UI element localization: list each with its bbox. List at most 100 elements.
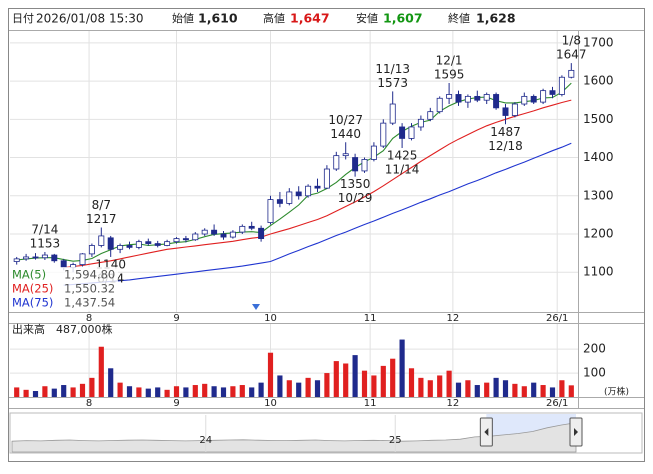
volume-bar xyxy=(399,339,405,397)
volume-bar xyxy=(98,346,104,397)
candle-body xyxy=(323,168,330,189)
candle-body xyxy=(408,126,415,139)
annotation: 11/14 xyxy=(385,162,420,176)
volume-bar xyxy=(211,386,217,397)
x-tick-label: 10 xyxy=(264,313,277,324)
legend-name: MA(75) xyxy=(12,296,53,310)
candle-body xyxy=(342,153,349,157)
candle-body xyxy=(51,254,58,262)
x-tick-label: 12 xyxy=(446,398,459,409)
candle-body xyxy=(13,258,20,262)
annotation: 1350 xyxy=(340,177,371,191)
x-tick-label: 8 xyxy=(86,398,92,409)
volume-bar xyxy=(117,382,123,397)
annotation: 1647 xyxy=(556,48,587,62)
candle-body xyxy=(361,159,368,172)
volume-bar xyxy=(202,383,208,397)
volume-bar xyxy=(427,380,433,397)
annotation: 7/14 xyxy=(31,222,58,236)
volume-bar xyxy=(455,382,462,397)
volume-bar xyxy=(343,363,349,397)
x-tick-label: 11 xyxy=(364,398,377,409)
candle-body xyxy=(483,94,490,101)
event-marker xyxy=(252,304,260,310)
candle-body xyxy=(549,90,556,95)
volume-bar xyxy=(296,382,302,397)
ma-line xyxy=(63,142,572,286)
volume-bar xyxy=(314,380,321,397)
volume-bar xyxy=(239,385,245,397)
annotation: 1425 xyxy=(387,148,418,162)
candle-body xyxy=(258,227,265,239)
candle-body xyxy=(192,233,199,241)
legend-value: 1,437.54 xyxy=(64,296,115,310)
candle-body xyxy=(370,145,377,160)
candle-body xyxy=(389,103,396,124)
navigator-area xyxy=(11,422,577,453)
volume-bar xyxy=(390,358,396,397)
annotation: 1573 xyxy=(377,76,408,90)
volume-bar xyxy=(474,385,480,397)
info-label: 高値 xyxy=(263,11,285,25)
annotation: 10/27 xyxy=(328,113,363,127)
volume-bar xyxy=(324,373,330,397)
navigator-handle-arrow xyxy=(484,428,489,436)
legend-value: 1,550.32 xyxy=(64,282,115,296)
candle-body xyxy=(521,95,528,105)
y-tick-label: 1200 xyxy=(583,227,614,241)
volume-bar xyxy=(371,375,377,397)
volume-bar xyxy=(277,375,283,397)
candle-body xyxy=(352,157,359,172)
candle-body xyxy=(23,256,30,260)
candle-body xyxy=(502,107,509,116)
volume-bar xyxy=(484,382,490,397)
volume-title: 出来高 xyxy=(12,322,45,336)
candle-body xyxy=(493,94,500,109)
volume-bar xyxy=(173,386,180,397)
y-tick-label: 200 xyxy=(583,342,606,356)
info-high: 1,647 xyxy=(290,11,330,26)
candle-body xyxy=(314,185,321,189)
candle-body xyxy=(474,95,481,101)
volume-bar xyxy=(267,352,274,397)
volume-bar xyxy=(136,387,142,397)
volume-bar xyxy=(23,389,29,397)
volume-bar xyxy=(249,387,255,397)
volume-bar xyxy=(32,391,39,397)
volume-bar xyxy=(408,368,415,397)
navigator-label: 25 xyxy=(389,435,402,446)
annotation: 1440 xyxy=(330,127,361,141)
y-tick-label: 1400 xyxy=(583,150,614,164)
x-tick-label: 26/1 xyxy=(546,313,568,324)
candle-body xyxy=(267,199,274,223)
candle-body xyxy=(248,225,255,229)
info-label: 安値 xyxy=(356,11,378,25)
volume-bar xyxy=(230,386,236,397)
info-label: 日付 xyxy=(12,12,34,25)
annotation: 10/29 xyxy=(338,191,373,205)
candle-body xyxy=(464,95,471,103)
candle-body xyxy=(540,90,547,103)
volume-bar xyxy=(51,388,57,397)
y-tick-label: 1600 xyxy=(583,74,614,88)
annotation: 12/1 xyxy=(436,53,463,67)
candle-body xyxy=(446,94,453,99)
candle-body xyxy=(305,185,312,197)
annotation: 1217 xyxy=(86,212,117,226)
x-tick-label: 10 xyxy=(264,398,277,409)
candle-body xyxy=(107,237,114,250)
candle-body xyxy=(126,245,133,248)
volume-bar xyxy=(361,370,368,397)
volume-bar xyxy=(493,377,499,397)
y-tick-label: 100 xyxy=(583,366,606,380)
x-tick-label: 11 xyxy=(364,313,377,324)
info-label: 始値 xyxy=(172,11,194,25)
volume-bar xyxy=(183,387,189,397)
volume-bar xyxy=(380,365,386,397)
candle-body xyxy=(41,254,48,259)
navigator-label: 24 xyxy=(199,435,212,446)
info-close: 1,628 xyxy=(476,11,516,26)
annotation: 1/8 xyxy=(562,34,581,48)
annotation: 1153 xyxy=(30,236,61,250)
